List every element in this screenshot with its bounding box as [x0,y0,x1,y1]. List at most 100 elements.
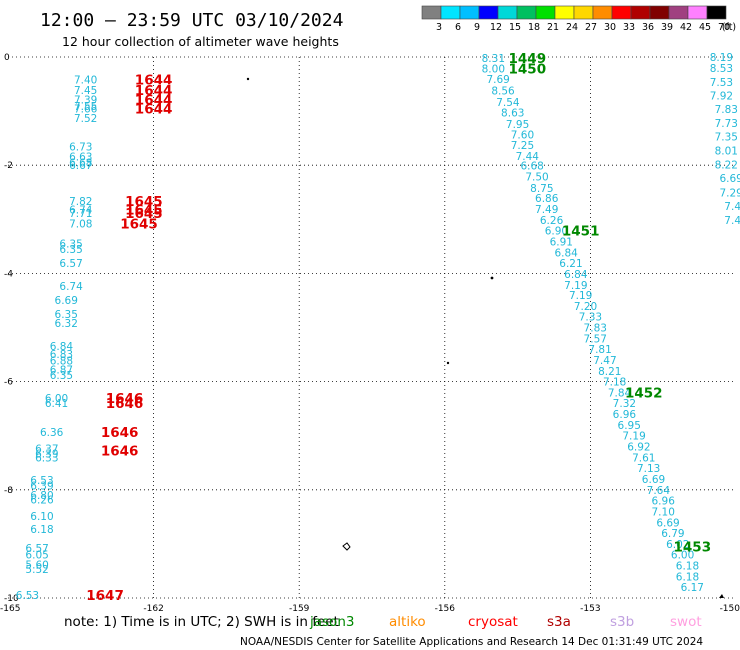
swh-value: 7.45 [74,85,97,97]
x-tick-label: -162 [143,604,163,614]
swh-value: 8.00 [482,63,505,75]
swh-value: 8.22 [715,160,738,172]
swh-value: 8.19 [710,52,733,64]
time-label: 1644 [135,101,173,117]
swh-value: 7.50 [525,172,548,184]
swh-value: 8.75 [530,183,553,195]
swh-value: 6.37 [35,444,58,456]
swh-value: 6.69 [719,173,740,185]
swh-value: 6.57 [59,258,82,270]
swh-value: 6.69 [55,295,78,307]
swh-value: 6.83 [50,349,73,361]
swh-value: 6.86 [535,193,559,205]
scale-label: 30 [604,22,616,33]
swh-value: 8.01 [715,146,738,158]
swh-value: 7.35 [715,132,738,144]
time-label: 1644 [135,83,173,99]
legend-s3a: s3a [547,614,571,630]
time-label: 1645 [125,194,163,210]
swh-value: 6.96 [652,496,676,508]
x-tick-label: -153 [580,604,600,614]
time-label: 1647 [86,588,124,604]
scale-label: 27 [585,22,597,33]
swh-value: 7.47 [593,355,616,367]
swh-value: 6.95 [618,420,641,432]
swh-value: 7.81 [588,344,611,356]
swh-value: 6.39 [35,449,58,461]
time-label: 1644 [135,93,173,109]
swh-value: 6.35 [59,244,82,256]
swh-value: 6.91 [550,236,573,248]
swh-value: 7.49 [535,204,558,216]
time-label: 1452 [625,385,663,401]
swh-value: 6.18 [676,561,699,573]
swh-value: 6.36 [40,427,64,439]
swh-value: 7.29 [719,187,740,199]
swh-value: 7.66 [74,103,98,115]
scale-swatch [687,5,708,20]
swh-value: 7.95 [506,119,529,131]
swh-value: 7.46 [724,215,740,227]
swh-value: 7.61 [632,452,655,464]
swh-value: 6.84 [50,341,74,353]
swh-value: 6.05 [25,550,48,562]
swh-value: 6.21 [559,258,582,270]
time-label: 1645 [125,203,163,219]
swh-value: 7.19 [569,290,592,302]
swh-value: 7.43 [724,201,740,213]
swh-value: 6.26 [540,215,564,227]
swh-value: 6.18 [30,524,53,536]
scale-swatch [421,5,442,20]
legend-jason3: jason3 [309,614,354,630]
swh-value: 6.88 [50,356,73,368]
time-label: 1453 [674,540,712,556]
swh-value: 7.44 [516,151,540,163]
swh-value: 7.20 [574,301,597,313]
scale-label: 45 [699,22,711,33]
y-tick-label: -6 [4,378,13,388]
swh-value: 7.71 [69,208,92,220]
swh-value: 7.54 [496,97,520,109]
swh-value: 7.53 [710,77,733,89]
swh-value: 6.84 [554,247,578,259]
swh-value: 7.73 [715,118,738,130]
scale-label: 9 [474,22,480,33]
swh-value: 6.92 [627,442,650,454]
swh-value: 6.74 [69,205,93,217]
time-label: 1646 [106,396,144,412]
land-marks [246,77,724,598]
footer-credit: NOAA/NESDIS Center for Satellite Applica… [240,636,703,648]
chart-title: 12:00 – 23:59 UTC 03/10/2024 [40,10,343,31]
scale-label: 24 [566,22,578,33]
swh-value: 5.52 [25,564,48,576]
scale-swatch [554,5,575,20]
swh-value: 7.69 [486,74,509,86]
swh-value: 7.19 [622,431,645,443]
x-tick-label: -165 [0,604,20,614]
scale-label: 6 [455,22,461,33]
time-label: 1646 [101,425,139,441]
swh-value: 7.83 [584,323,607,335]
swh-value: 7.82 [69,196,92,208]
scale-swatch [573,5,594,20]
scale-swatch [649,5,670,20]
swh-value: 6.67 [69,160,92,172]
x-tick-label: -156 [435,604,456,614]
swh-value: 6.00 [671,550,694,562]
scale-swatch [706,5,727,20]
swh-value: 7.19 [564,280,587,292]
swh-value: 6.74 [59,281,83,293]
scale-swatch [611,5,632,20]
swh-value: 6.80 [30,490,53,502]
swh-value: 6.00 [45,393,68,405]
time-label: 1646 [101,443,139,459]
time-label: 1451 [562,224,600,240]
swh-value: 6.35 [59,239,82,251]
swh-value: 6.32 [55,318,78,330]
swh-value: 7.83 [715,104,738,116]
swh-value: 7.13 [637,463,660,475]
time-label: 1644 [135,73,173,89]
swh-value: 6.18 [676,571,699,583]
grid [8,56,736,599]
swh-value: 7.10 [652,506,675,518]
